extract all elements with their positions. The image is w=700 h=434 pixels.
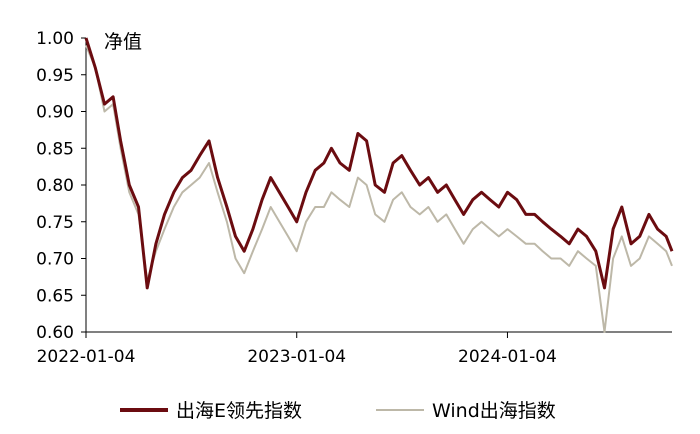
series-layer <box>84 37 674 333</box>
y-tick-label: 0.85 <box>36 139 74 159</box>
y-tick-label: 1.00 <box>36 29 74 49</box>
x-tick-label: 2024-01-04 <box>458 347 557 367</box>
y-axis-unit-label: 净值 <box>104 31 142 53</box>
legend-label-0: 出海E领先指数 <box>176 400 302 422</box>
y-tick-label: 0.70 <box>36 250 74 270</box>
y-tick-label: 0.90 <box>36 103 74 123</box>
y-tick-label: 0.80 <box>36 176 74 196</box>
x-tick-label: 2023-01-04 <box>247 347 346 367</box>
y-tick-label: 0.75 <box>36 213 74 233</box>
y-tick-label: 0.60 <box>36 323 74 343</box>
y-tick-label: 0.95 <box>36 66 74 86</box>
series-line-0 <box>84 37 674 290</box>
y-tick-label: 0.65 <box>36 286 74 306</box>
x-axis-ticks: 2022-01-04 2023-01-04 2024-01-04 <box>37 332 557 367</box>
y-axis-ticks: 1.00 0.95 0.90 0.85 0.80 0.75 0.70 0.65 0.60 <box>36 29 86 343</box>
legend: 出海E领先指数 Wind出海指数 <box>120 400 556 422</box>
x-tick-label: 2022-01-04 <box>37 347 136 367</box>
legend-label-1: Wind出海指数 <box>432 400 556 422</box>
series-line-1 <box>85 45 673 333</box>
